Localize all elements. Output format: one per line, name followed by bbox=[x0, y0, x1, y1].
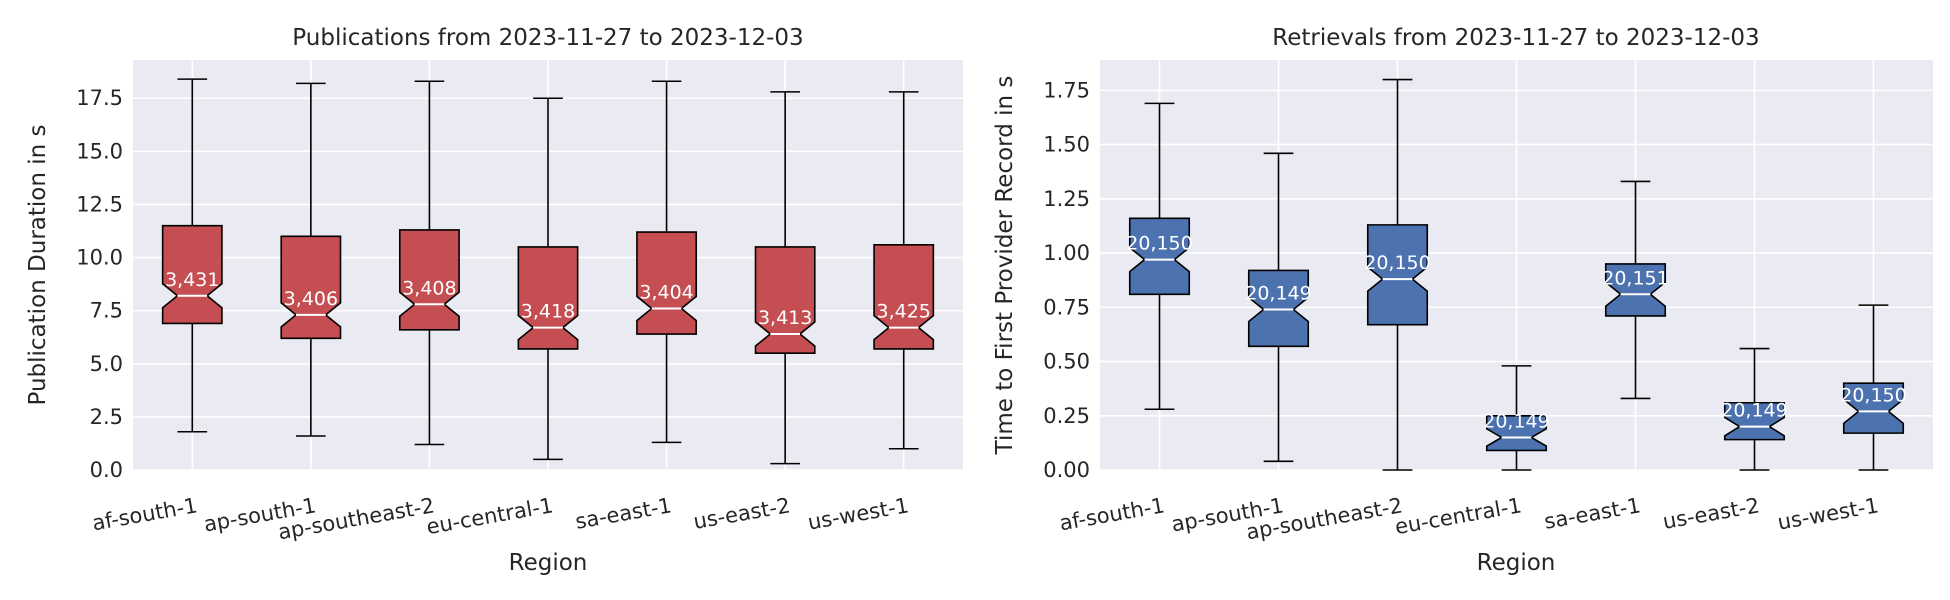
box-body bbox=[280, 235, 342, 340]
count-label: 20,150 bbox=[1840, 384, 1906, 406]
count-label: 20,149 bbox=[1721, 400, 1787, 422]
box-sa-east-1: 3,404 bbox=[636, 80, 698, 444]
y-tick-label: 0.25 bbox=[1043, 404, 1090, 428]
box-ap-south-1: 3,406 bbox=[280, 82, 342, 437]
count-label: 20,150 bbox=[1126, 233, 1192, 255]
y-tick-label: 0.50 bbox=[1043, 350, 1090, 374]
box-ap-southeast-2: 20,150 bbox=[1364, 78, 1431, 471]
chart-title: Publications from 2023-11-27 to 2023-12-… bbox=[292, 25, 803, 51]
y-tick-label: 17.5 bbox=[76, 86, 123, 110]
box-eu-central-1: 20,149 bbox=[1483, 365, 1550, 471]
y-tick-label: 7.5 bbox=[90, 299, 123, 323]
box-body bbox=[873, 244, 935, 350]
box-body bbox=[1604, 263, 1667, 317]
y-tick-label: 0.75 bbox=[1043, 295, 1090, 319]
count-label: 20,150 bbox=[1364, 252, 1430, 274]
box-ap-south-1: 20,149 bbox=[1245, 152, 1312, 463]
count-label: 3,418 bbox=[521, 301, 575, 323]
y-tick-label: 0.00 bbox=[1043, 458, 1090, 482]
box-body bbox=[161, 224, 223, 325]
y-tick-label: 15.0 bbox=[76, 139, 123, 163]
retrievals-chart: 20,150 20,149 20,150 20,149 20,151 20,149 20,1… bbox=[992, 25, 1933, 576]
y-tick-label: 1.50 bbox=[1043, 133, 1090, 157]
box-body bbox=[1366, 224, 1429, 326]
count-label: 3,425 bbox=[877, 301, 931, 323]
box-body bbox=[754, 246, 816, 354]
count-label: 20,149 bbox=[1483, 410, 1549, 432]
box-body bbox=[1842, 382, 1905, 434]
y-tick-label: 12.5 bbox=[76, 192, 123, 216]
count-label: 3,406 bbox=[284, 288, 338, 310]
count-label: 3,413 bbox=[758, 307, 812, 329]
box-body bbox=[517, 246, 579, 350]
y-tick-label: 1.75 bbox=[1043, 78, 1090, 102]
y-tick-label: 1.25 bbox=[1043, 187, 1090, 211]
box-sa-east-1: 20,151 bbox=[1602, 180, 1669, 400]
box-us-east-2: 20,149 bbox=[1721, 347, 1788, 471]
boxes: 20,150 20,149 20,150 20,149 20,151 20,149 20,1… bbox=[1126, 78, 1907, 471]
box-us-west-1: 3,425 bbox=[873, 91, 935, 450]
box-body bbox=[1485, 414, 1548, 452]
box-body bbox=[1128, 217, 1191, 296]
count-label: 20,151 bbox=[1602, 267, 1668, 289]
y-tick-labels: 0.00 0.25 0.50 0.75 1.00 1.25 1.50 1.75 bbox=[1043, 78, 1090, 482]
box-body bbox=[1247, 269, 1310, 348]
box-us-west-1: 20,150 bbox=[1840, 304, 1907, 471]
y-tick-label: 10.0 bbox=[76, 246, 123, 270]
boxes: 3,431 3,406 3,408 3,418 3,404 3,413 3,425 bbox=[161, 78, 935, 465]
y-axis-label: Publication Duration in s bbox=[25, 125, 51, 406]
box-af-south-1: 3,431 bbox=[161, 78, 223, 433]
y-tick-label: 2.5 bbox=[90, 405, 123, 429]
count-label: 3,404 bbox=[639, 282, 693, 304]
y-tick-labels: 0.0 2.5 5.0 7.5 10.0 12.5 15.0 17.5 bbox=[76, 86, 123, 482]
count-label: 3,431 bbox=[165, 269, 219, 291]
chart-title: Retrievals from 2023-11-27 to 2023-12-03 bbox=[1272, 25, 1759, 51]
box-ap-southeast-2: 3,408 bbox=[398, 80, 460, 446]
x-axis-label: Region bbox=[509, 550, 588, 576]
gridlines bbox=[1100, 60, 1933, 471]
x-axis-label: Region bbox=[1477, 550, 1556, 576]
count-label: 3,408 bbox=[402, 277, 456, 299]
box-af-south-1: 20,150 bbox=[1126, 102, 1193, 411]
y-tick-label: 0.0 bbox=[90, 458, 123, 482]
box-body bbox=[1723, 401, 1786, 441]
y-axis-label: Time to First Provider Record in s bbox=[992, 76, 1018, 456]
box-eu-central-1: 3,418 bbox=[517, 97, 579, 461]
count-label: 20,149 bbox=[1245, 282, 1311, 304]
y-tick-label: 1.00 bbox=[1043, 241, 1090, 265]
y-tick-label: 5.0 bbox=[90, 352, 123, 376]
box-us-east-2: 3,413 bbox=[754, 91, 816, 465]
